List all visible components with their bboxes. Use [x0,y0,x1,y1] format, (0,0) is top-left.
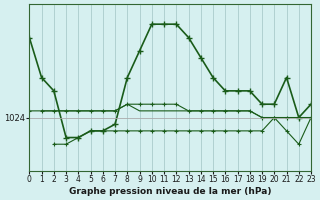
X-axis label: Graphe pression niveau de la mer (hPa): Graphe pression niveau de la mer (hPa) [69,187,271,196]
